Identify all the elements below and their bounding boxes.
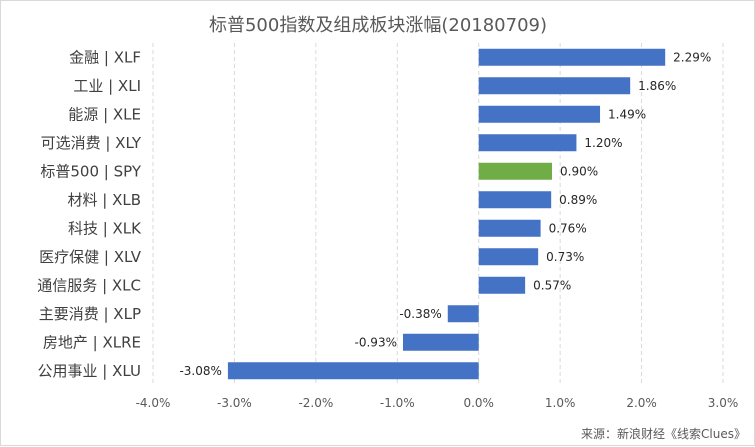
x-axis-tick-labels: -4.0% -3.0% -2.0% -1.0% 0.0% 1.0% 2.0% 3.0% [136,396,739,410]
grid-lines [152,43,724,385]
x-tick-label: -3.0% [217,396,252,410]
data-label: -0.38% [399,307,441,321]
bar [402,333,479,351]
category-label: 通信服务 | XLC [37,276,141,294]
x-tick-label: 0.0% [463,396,494,410]
data-label: 0.73% [546,250,584,264]
bar [478,105,601,123]
bar [478,162,552,180]
bar [478,48,666,66]
data-label: 1.20% [584,136,622,150]
category-label: 房地产 | XLRE [43,333,141,351]
data-label: 1.86% [638,79,676,93]
data-label: 0.57% [533,278,571,292]
data-label: 1.49% [608,107,646,121]
data-label: 0.89% [559,193,597,207]
x-tick-label: -4.0% [136,396,171,410]
chart-title: 标普500指数及组成板块涨幅(20180709) [209,15,547,36]
data-label: 0.76% [549,221,587,235]
bars [227,48,666,380]
category-labels: 金融 | XLF 工业 | XLI 能源 | XLE 可选消费 | XLY 标普500 … [37,48,142,380]
category-label: 材料 | XLB [67,191,141,209]
bar [478,191,552,209]
bar [478,219,541,237]
x-tick-label: 3.0% [708,396,739,410]
data-labels: 2.29% 1.86% 1.49% 1.20% 0.90% 0.89% 0.76% 0.73%… [179,50,711,378]
bar [447,305,479,323]
category-label: 可选消费 | XLY [41,134,142,152]
data-label: 0.90% [560,164,598,178]
category-label: 医疗保健 | XLV [39,248,142,266]
bar [478,134,577,152]
category-label: 主要消费 | XLP [39,305,141,323]
x-tick-label: -1.0% [380,396,415,410]
category-label: 能源 | XLE [68,105,141,123]
x-tick-label: -2.0% [298,396,333,410]
bar [227,362,479,380]
category-label: 金融 | XLF [69,48,141,66]
data-label: 2.29% [673,50,711,64]
bar [478,77,631,95]
category-label: 科技 | XLK [68,219,142,237]
bar [478,248,539,266]
bar [478,276,526,294]
data-label: -0.93% [355,335,397,349]
category-label: 标普500 | SPY [40,162,141,180]
data-label: -3.08% [179,364,221,378]
category-label: 工业 | XLI [73,77,141,95]
source-note: 来源：新浪财经《线索Clues》 [581,426,746,441]
x-tick-label: 2.0% [626,396,657,410]
x-tick-label: 1.0% [545,396,576,410]
category-label: 公用事业 | XLU [38,362,141,380]
